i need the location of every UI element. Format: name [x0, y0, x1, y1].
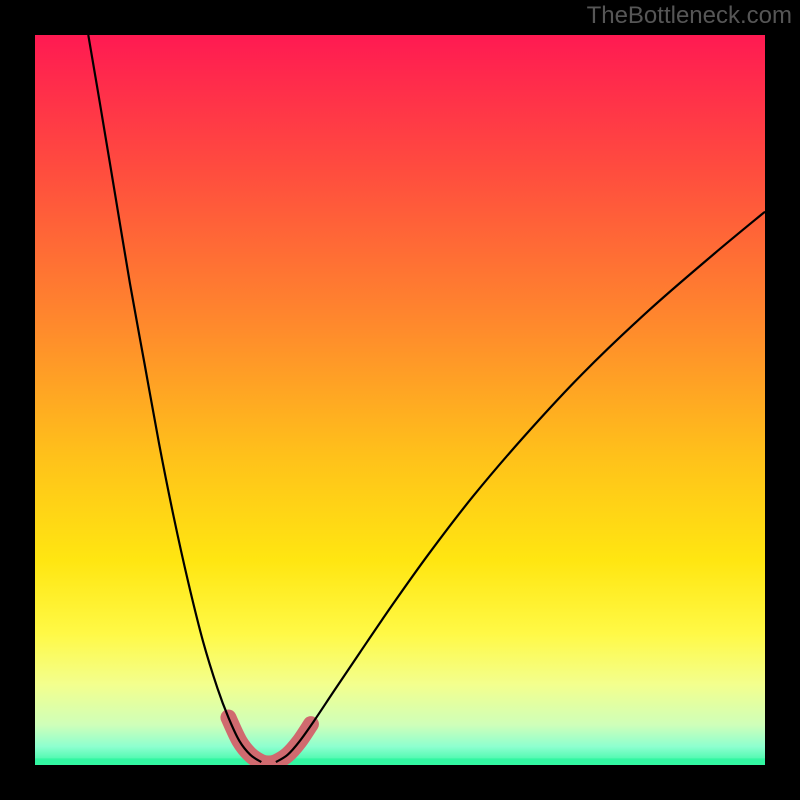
outer-frame: TheBottleneck.com [0, 0, 800, 800]
plot-area [35, 35, 765, 765]
gradient-background [35, 35, 765, 765]
bottom-band [35, 758, 765, 765]
chart-svg [35, 35, 765, 765]
watermark-text: TheBottleneck.com [587, 2, 792, 30]
